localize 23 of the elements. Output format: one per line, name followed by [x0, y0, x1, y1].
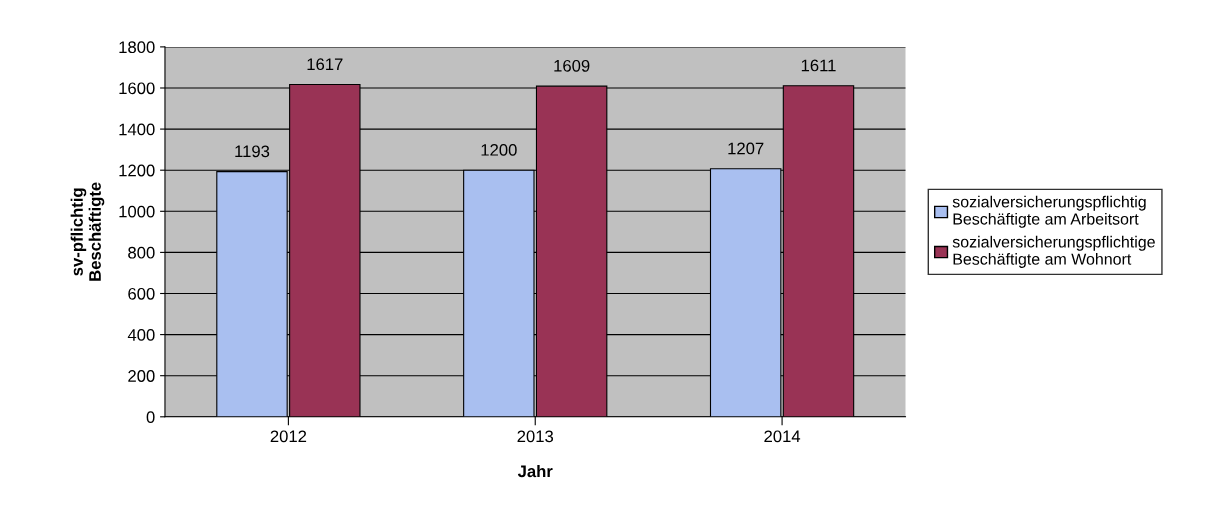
y-tick-label: 1400: [119, 123, 155, 136]
data-label: 1611: [801, 59, 836, 72]
y-tick-label: 1800: [119, 41, 155, 54]
y-tick-label: 1000: [119, 205, 155, 218]
x-tick-label: 2013: [517, 430, 554, 443]
data-label: 1207: [728, 142, 764, 155]
legend-label: sozialversicherungspflichtig Beschäftigte am Arbeitsort: [952, 195, 1146, 228]
data-label: 1193: [235, 145, 270, 158]
x-tick-label: 2014: [764, 430, 801, 443]
y-tick-label: 200: [128, 370, 155, 382]
x-tick-label: 2012: [270, 430, 307, 443]
y-tick-label: 1600: [119, 82, 155, 95]
y-tick-label: 800: [128, 246, 155, 259]
x-axis-title: Jahr: [517, 464, 553, 478]
data-label: 1200: [481, 143, 517, 156]
data-label: 1609: [554, 59, 590, 72]
y-tick-label: 600: [128, 287, 155, 300]
y-axis-title: sv-pflichtig Beschäftigte: [70, 182, 105, 281]
data-label: 1617: [307, 58, 343, 71]
y-tick-label: 1200: [119, 164, 155, 177]
legend-label: sozialversicherungspflichtige Beschäftigte am Wohnort: [952, 235, 1155, 268]
y-tick-label: 400: [127, 329, 155, 341]
y-tick-label: 0: [146, 411, 155, 423]
